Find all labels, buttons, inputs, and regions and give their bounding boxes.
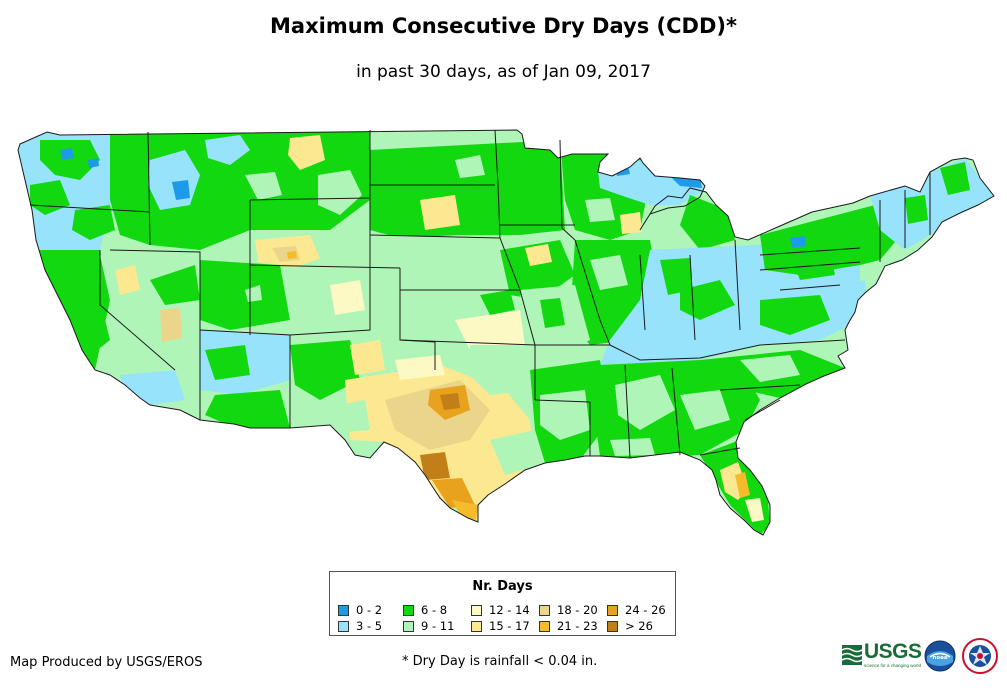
usgs-wordmark: USGS (864, 640, 922, 663)
usgs-logo: USGS science for a changing world (842, 640, 922, 671)
legend-label: 3 - 5 (356, 619, 383, 633)
legend-label: 18 - 20 (557, 603, 598, 617)
legend-label: 24 - 26 (625, 603, 666, 617)
map-credit: Map Produced by USGS/EROS (10, 655, 203, 670)
legend-swatch (539, 604, 550, 616)
legend-item: 24 - 26 (607, 603, 666, 617)
legend-swatch (607, 604, 618, 616)
legend-swatch (338, 620, 349, 632)
legend-label: 12 - 14 (489, 603, 530, 617)
legend-label: > 26 (625, 619, 653, 633)
map-subtitle: in past 30 days, as of Jan 09, 2017 (356, 62, 651, 82)
legend-title: Nr. Days (472, 579, 533, 594)
noaa-logo-icon: noaa (924, 640, 956, 672)
legend-item: 6 - 8 (403, 603, 447, 617)
legend-swatch (403, 620, 414, 632)
state-borders (17, 129, 995, 536)
legend-item: 3 - 5 (338, 619, 382, 633)
legend-item: 21 - 23 (539, 619, 598, 633)
legend-label: 9 - 11 (421, 619, 455, 633)
legend-label: 6 - 8 (421, 603, 448, 617)
legend-label: 15 - 17 (489, 619, 530, 633)
legend-item: 9 - 11 (403, 619, 454, 633)
legend: Nr. Days 0 - 2 3 - 5 6 - 8 9 - 11 12 - 1… (329, 571, 676, 636)
nws-logo-icon (962, 638, 998, 674)
noaa-logo-text: noaa (932, 655, 947, 661)
usgs-tagline: science for a changing world (864, 663, 922, 668)
legend-swatch (607, 620, 618, 632)
legend-item: 15 - 17 (471, 619, 530, 633)
usgs-wave-icon (842, 645, 862, 665)
legend-item: 18 - 20 (539, 603, 598, 617)
legend-swatch (403, 604, 414, 616)
legend-item: 12 - 14 (471, 603, 530, 617)
cdd-patches (18, 130, 994, 535)
legend-item: > 26 (607, 619, 653, 633)
legend-swatch (471, 620, 482, 632)
legend-swatch (338, 604, 349, 616)
legend-swatch (471, 604, 482, 616)
legend-label: 0 - 2 (356, 603, 383, 617)
map-title: Maximum Consecutive Dry Days (CDD)* (270, 14, 737, 38)
legend-label: 21 - 23 (557, 619, 598, 633)
dry-day-footnote: * Dry Day is rainfall < 0.04 in. (402, 654, 598, 669)
legend-item: 0 - 2 (338, 603, 382, 617)
legend-swatch (539, 620, 550, 632)
